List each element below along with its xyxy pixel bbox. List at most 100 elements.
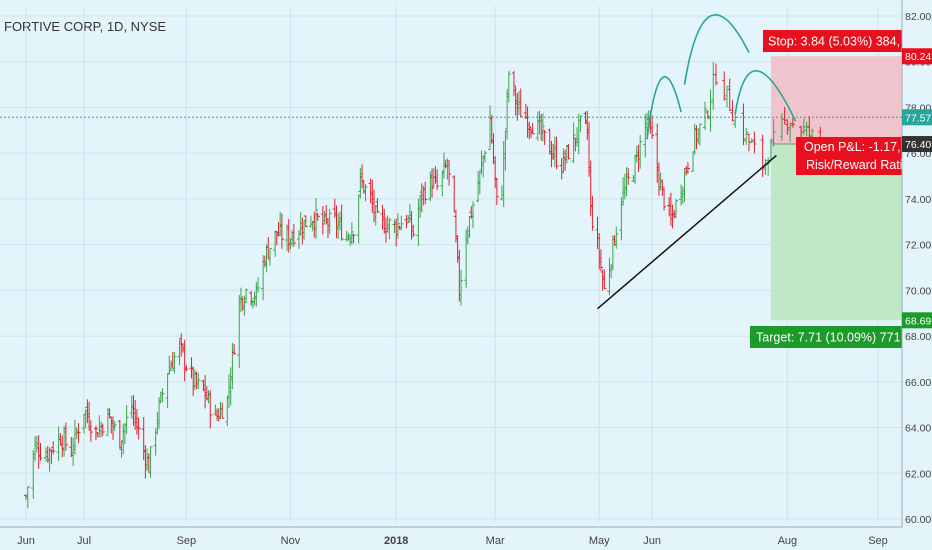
ohlc-bar	[741, 103, 746, 146]
x-axis: Jun Jul Sep Nov 2018 Mar May Jun Aug Sep	[0, 526, 902, 547]
ohlc-bar	[172, 351, 177, 374]
ohlc-bar	[511, 71, 516, 97]
ohlc-bar	[351, 233, 356, 244]
ohlc-bar	[662, 188, 667, 211]
chart-title: FORTIVE CORP, 1D, NYSE	[4, 19, 167, 34]
ohlc-bar	[404, 214, 409, 229]
ohlc-bar	[801, 118, 806, 136]
x-tick-label: Aug	[778, 535, 798, 547]
ohlc-bar	[470, 201, 475, 228]
ohlc-bar	[314, 198, 319, 239]
ohlc-bar	[267, 247, 272, 266]
ohlc-bar	[196, 372, 201, 389]
y-tick-label: 62.00	[905, 468, 931, 480]
ohlc-bar	[724, 85, 729, 108]
ohlc-bar	[356, 194, 361, 244]
last-price-label: 76.40	[902, 136, 932, 153]
ohlc-bar	[527, 121, 532, 140]
ohlc-bar	[705, 109, 710, 120]
ohlc-bar	[423, 181, 428, 205]
ohlc-bar	[232, 344, 237, 355]
ohlc-bar	[349, 222, 354, 245]
y-tick-label: 60.00	[905, 514, 931, 526]
x-tick-label: Sep	[177, 535, 197, 547]
ohlc-bar	[148, 446, 153, 478]
y-tick-label: 64.00	[905, 423, 931, 435]
stop-zone	[770, 56, 902, 145]
position-zones	[770, 56, 902, 321]
pattern-arc[interactable]	[683, 14, 750, 85]
ohlc-bar	[566, 144, 571, 160]
ohlc-bar	[184, 364, 189, 372]
ohlc-bar	[315, 212, 320, 221]
ohlc-bar	[598, 249, 603, 271]
ohlc-bar	[220, 402, 225, 419]
ohlc-bar	[771, 119, 776, 147]
position-tags: Stop: 3.84 (5.03%) 384, Am Open P&L: -1.1…	[750, 30, 926, 348]
ohlc-bar	[395, 213, 400, 239]
ohlc-bar	[530, 122, 535, 135]
stop-label: Stop: 3.84 (5.03%) 384, Am	[768, 35, 922, 49]
y-tick-label: 74.00	[905, 194, 931, 206]
ohlc-bar	[216, 408, 221, 422]
ohlc-bar	[713, 63, 718, 86]
ohlc-bar	[100, 423, 105, 437]
ohlc-bar	[38, 442, 43, 461]
ohlc-bar	[602, 269, 607, 290]
ohlc-bar	[697, 123, 702, 146]
trendline[interactable]	[597, 154, 777, 310]
ohlc-bar	[238, 287, 243, 313]
ohlc-bar	[614, 226, 619, 249]
y-axis: 82.0080.0078.0076.0074.0072.0070.0068.00…	[901, 0, 932, 550]
ohlc-bar	[411, 224, 416, 238]
ohlc-bar	[160, 388, 165, 403]
ohlc-bar	[256, 277, 261, 293]
ohlc-bar	[327, 209, 332, 235]
pnl-tag	[796, 137, 902, 175]
pattern-arc[interactable]	[734, 70, 797, 122]
ohlc-bar	[387, 218, 392, 240]
ohlc-bar	[626, 167, 631, 185]
ohlc-bar	[339, 204, 344, 241]
ohlc-bar	[107, 408, 112, 419]
ohlc-bar	[47, 447, 52, 472]
ohlc-bar	[63, 422, 68, 451]
x-tick-label: Jun	[643, 535, 661, 547]
ohlc-bar	[363, 184, 368, 202]
rr-label: Risk/Reward Ratio:	[806, 158, 913, 172]
ohlc-bar	[660, 179, 665, 196]
x-tick-label: 2018	[384, 535, 408, 547]
ohlc-bar	[578, 115, 583, 133]
ohlc-bar	[459, 270, 464, 306]
y-tick-label: 68.00	[905, 331, 931, 343]
ohlc-bar	[435, 169, 440, 191]
ohlc-bars	[24, 62, 823, 509]
target-label: Target: 7.71 (10.09%) 771, Am	[756, 331, 926, 345]
x-tick-label: Jul	[77, 535, 91, 547]
ohlc-bar	[752, 131, 757, 154]
y-tick-label: 72.00	[905, 240, 931, 252]
ohlc-bar	[51, 441, 56, 455]
svg-text:68.69: 68.69	[905, 315, 931, 327]
ohlc-bar	[375, 198, 380, 213]
x-tick-label: Nov	[281, 535, 301, 547]
ohlc-bar	[25, 486, 30, 509]
x-tick-label: Sep	[868, 535, 888, 547]
ohlc-bar	[452, 175, 457, 213]
stop-tag	[763, 30, 902, 52]
y-tick-label: 82.00	[905, 11, 931, 23]
pattern-arc[interactable]	[646, 76, 682, 140]
ohlc-bar	[88, 420, 93, 442]
stop-price-label: 80.24	[902, 48, 932, 65]
ohlc-bar	[112, 421, 117, 431]
ohlc-bar	[708, 89, 713, 132]
hline-price-label: 77.57	[902, 109, 932, 126]
target-price-label: 68.69	[902, 312, 932, 329]
ohlc-bar	[571, 122, 576, 164]
ohlc-bar	[506, 70, 511, 103]
y-tick-label: 66.00	[905, 377, 931, 389]
gridlines	[0, 6, 902, 522]
x-tick-label: May	[589, 535, 610, 547]
